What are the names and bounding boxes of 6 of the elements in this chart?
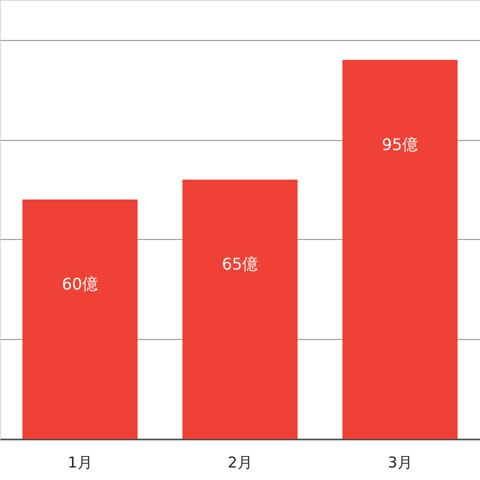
x-tick-label: 1月 [68, 454, 92, 472]
data-label: 95億 [382, 134, 418, 154]
data-label: 65億 [222, 254, 258, 274]
x-tick-label: 3月 [388, 454, 412, 472]
data-label: 60億 [62, 274, 98, 294]
x-tick-label: 2月 [228, 454, 252, 472]
